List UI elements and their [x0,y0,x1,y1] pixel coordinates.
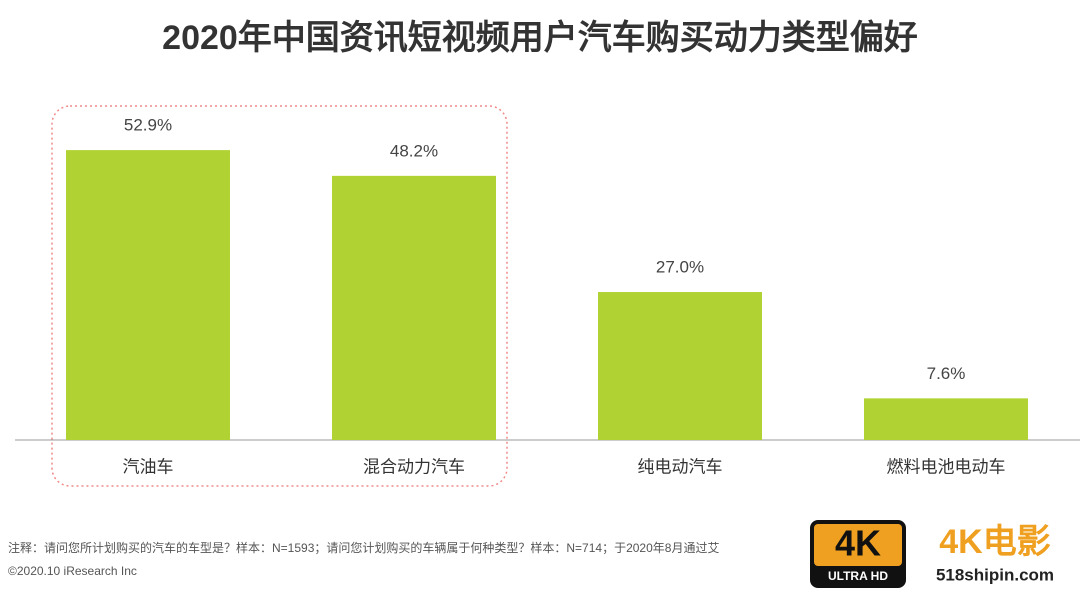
watermark-site: 518shipin.com [936,565,1054,584]
bar [864,398,1028,440]
bar [598,292,762,440]
value-label: 27.0% [656,258,704,277]
x-tick-label: 混合动力汽车 [363,457,465,476]
value-label: 48.2% [390,141,438,160]
watermark-badge-sub: ULTRA HD [828,569,888,583]
x-tick-label: 燃料电池电动车 [887,457,1006,476]
bar [332,175,496,440]
chart-title: 2020年中国资讯短视频用户汽车购买动力类型偏好 [162,19,918,57]
watermark-badge-inner [814,524,902,566]
x-tick-label: 汽油车 [123,457,174,476]
value-label: 52.9% [124,116,172,135]
footnote: 注释：请问您所计划购买的汽车的车型是？样本：N=1593；请问您计划购买的车辆属… [8,540,719,555]
watermark: 4K ULTRA HD 4K电影 518shipin.com [810,520,1054,588]
value-label: 7.6% [927,364,966,383]
copyright: ©2020.10 iResearch Inc [8,564,137,578]
watermark-badge-text: 4K [835,523,881,564]
bar [66,150,230,440]
watermark-brand: 4K电影 [939,523,1050,561]
x-tick-label: 纯电动汽车 [638,457,723,476]
